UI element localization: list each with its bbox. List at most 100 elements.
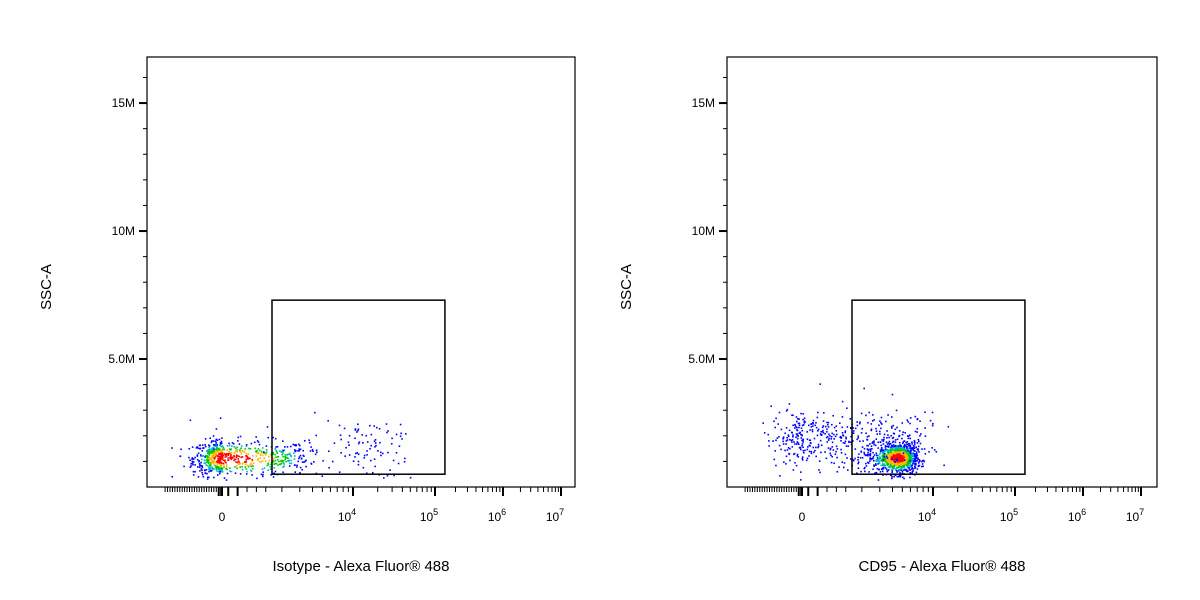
event-dot xyxy=(801,457,804,460)
event-dot xyxy=(208,456,210,458)
event-dot xyxy=(931,447,934,449)
gate-rectangle[interactable] xyxy=(851,299,1026,475)
event-dot xyxy=(917,458,919,460)
plot-frame xyxy=(146,56,576,488)
event-dot xyxy=(899,460,902,463)
event-dot xyxy=(857,435,860,437)
event-dot xyxy=(283,465,285,468)
event-dot xyxy=(216,461,219,464)
event-dot xyxy=(903,465,906,468)
event-dot xyxy=(328,466,330,469)
event-dot xyxy=(898,435,900,438)
event-dot xyxy=(198,460,201,462)
event-dot xyxy=(828,437,830,440)
event-dot xyxy=(290,459,292,462)
event-dot xyxy=(260,452,262,455)
event-dot xyxy=(901,456,904,458)
event-dot xyxy=(812,419,815,422)
event-dot xyxy=(884,464,887,467)
event-dot xyxy=(822,420,825,422)
event-dot xyxy=(900,459,903,462)
event-dot xyxy=(793,453,795,456)
event-dot xyxy=(919,434,921,437)
event-dot xyxy=(870,458,872,461)
event-dot xyxy=(885,468,888,470)
event-dot xyxy=(913,462,916,465)
event-dot xyxy=(850,426,852,429)
event-dot xyxy=(231,456,234,459)
event-dot xyxy=(887,451,890,453)
event-dot xyxy=(249,469,252,472)
gate-rectangle[interactable] xyxy=(271,299,446,475)
event-dot xyxy=(250,465,253,468)
event-dot xyxy=(898,430,901,432)
event-dot xyxy=(891,466,894,468)
event-dot xyxy=(265,451,268,454)
event-dot xyxy=(276,455,279,458)
event-dot xyxy=(274,462,277,465)
event-dot xyxy=(775,417,777,420)
event-dot xyxy=(867,421,869,424)
event-dot xyxy=(210,441,213,444)
event-dot xyxy=(268,455,270,458)
event-dot xyxy=(281,440,284,442)
event-dot xyxy=(284,456,286,458)
event-dot xyxy=(890,474,893,476)
event-dot xyxy=(301,461,304,463)
event-dot xyxy=(903,453,906,456)
event-dot xyxy=(785,427,788,429)
event-dot xyxy=(852,432,855,435)
event-dot xyxy=(887,449,889,452)
event-dot xyxy=(209,452,212,454)
event-dot xyxy=(217,466,220,468)
event-dot xyxy=(798,424,801,427)
event-dot xyxy=(245,468,248,470)
event-dot xyxy=(893,458,896,461)
event-dot xyxy=(373,425,376,427)
event-dot xyxy=(244,463,247,466)
event-dot xyxy=(267,462,269,465)
event-dot xyxy=(817,430,819,432)
event-dot xyxy=(282,466,284,468)
event-dot xyxy=(251,460,254,462)
event-dot xyxy=(873,454,876,456)
event-dot xyxy=(786,408,789,411)
event-dot xyxy=(214,454,217,457)
event-dot xyxy=(898,468,900,471)
event-dot xyxy=(287,457,289,460)
event-dot xyxy=(373,440,376,443)
event-dot xyxy=(860,432,863,434)
event-dot xyxy=(371,471,374,474)
event-dot xyxy=(906,441,909,443)
event-dot xyxy=(191,458,193,460)
event-dot xyxy=(888,460,890,463)
event-dot xyxy=(219,467,222,470)
event-dot xyxy=(812,425,814,427)
event-dot xyxy=(270,473,272,476)
event-dot xyxy=(888,449,890,452)
event-dot xyxy=(831,441,834,444)
event-dot xyxy=(357,463,360,466)
event-dot xyxy=(225,467,227,470)
event-dot xyxy=(244,448,247,450)
event-dot xyxy=(198,463,201,465)
event-dot xyxy=(904,450,907,453)
event-dot xyxy=(275,449,277,452)
event-dot xyxy=(224,459,226,462)
event-dot xyxy=(830,461,833,464)
event-dot xyxy=(790,439,793,442)
event-dot xyxy=(251,458,254,461)
event-dot xyxy=(305,465,307,468)
event-dot xyxy=(799,471,802,473)
event-dot xyxy=(895,463,897,466)
event-dot xyxy=(205,461,208,464)
event-dot xyxy=(234,458,236,461)
event-dot xyxy=(881,468,883,470)
event-dot xyxy=(880,464,882,467)
event-dot xyxy=(871,442,874,444)
x-tick-base: 10 xyxy=(546,510,560,524)
event-dot xyxy=(254,447,257,450)
event-dot xyxy=(288,465,291,467)
event-dot xyxy=(275,456,277,459)
event-dot xyxy=(890,465,893,468)
